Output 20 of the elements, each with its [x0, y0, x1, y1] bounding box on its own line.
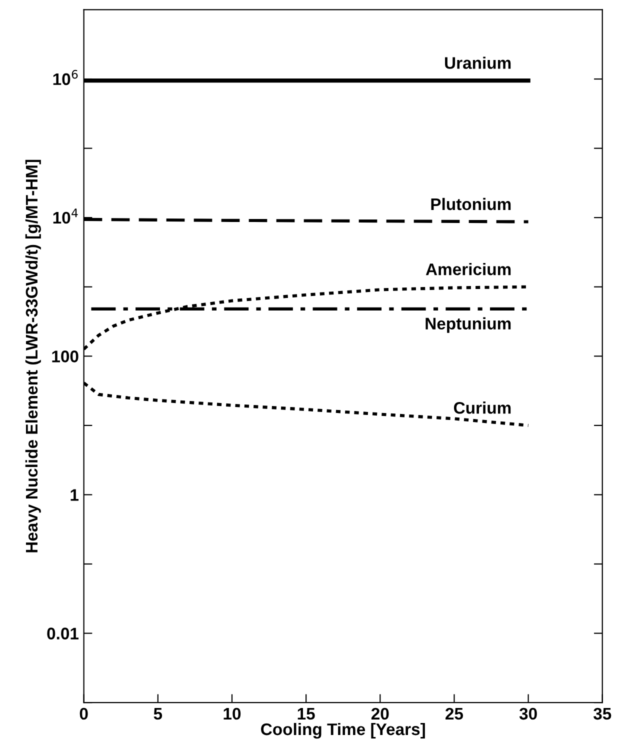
y-axis-title: Heavy Nuclide Element (LWR-33GWd/t) [g/MT-HM] — [25, 160, 41, 552]
x-tick-label: 30 — [519, 708, 537, 720]
x-tick-label: 10 — [224, 708, 241, 720]
series-label: Plutonium — [431, 198, 511, 210]
series-label: Americium — [426, 262, 511, 276]
x-tick-label: 25 — [446, 708, 464, 720]
y-tick-label: 10$^{4}$ — [53, 208, 78, 224]
x-tick-label: 5 — [154, 708, 162, 720]
series-label: Curium — [454, 402, 511, 414]
y-tick-label: 0.01 — [47, 628, 79, 640]
y-tick-label: 100 — [52, 350, 78, 362]
x-tick-label: 35 — [593, 708, 612, 720]
y-tick-label: 10$^{6}$ — [53, 70, 78, 86]
series-label: Neptunium — [426, 317, 511, 333]
series-label: Uranium — [445, 56, 511, 69]
y-tick-label: 1 — [70, 489, 79, 501]
x-axis-title: Cooling Time [Years] — [261, 722, 425, 739]
x-tick-label: 15 — [298, 708, 315, 720]
x-tick-label: 0 — [80, 708, 88, 720]
x-tick-label: 20 — [371, 708, 389, 720]
